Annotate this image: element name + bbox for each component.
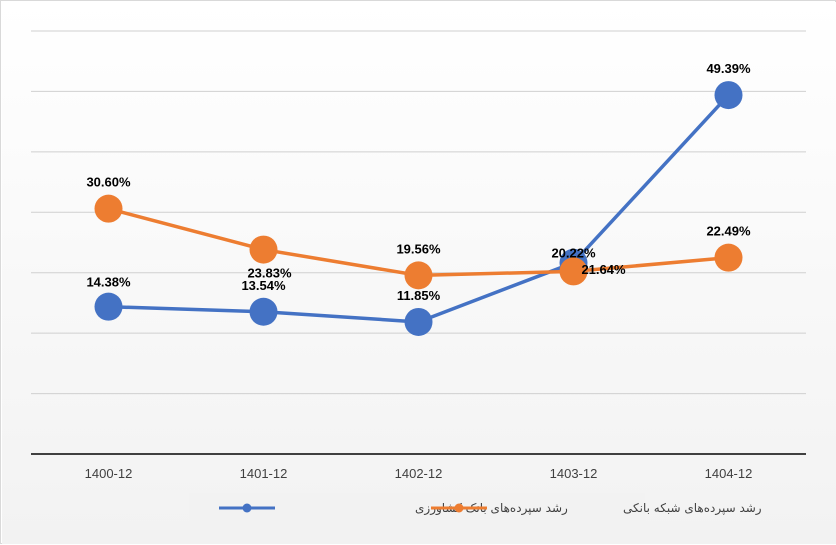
data-label: 22.49%: [706, 224, 751, 239]
data-point: [559, 257, 588, 286]
data-point: [714, 81, 743, 110]
data-label: 23.83%: [247, 266, 292, 281]
legend-swatch-marker: [454, 503, 464, 513]
data-label: 30.60%: [86, 175, 131, 190]
x-tick-label: 1401-12: [240, 466, 288, 481]
data-point: [404, 261, 433, 290]
x-tick-label: 1400-12: [85, 466, 133, 481]
data-label: 14.38%: [86, 275, 131, 290]
data-point: [94, 292, 123, 321]
data-label: 20.22%: [551, 245, 596, 260]
legend-label: رشد سپرده‌های شبکه بانکی: [623, 501, 762, 516]
data-label: 13.54%: [241, 278, 286, 293]
data-point: [249, 297, 278, 326]
data-label: 11.85%: [397, 288, 441, 303]
data-label: 19.56%: [396, 241, 441, 256]
legend-label: رشد سپرده‌های بانک کشاورزی: [415, 501, 568, 516]
data-label: 21.64%: [581, 262, 626, 277]
x-tick-label: 1403-12: [550, 466, 598, 481]
data-label: 49.39%: [706, 61, 751, 76]
x-tick-label: 1402-12: [395, 466, 443, 481]
data-point: [94, 194, 123, 223]
x-tick-label: 1404-12: [705, 466, 753, 481]
data-point: [249, 235, 278, 264]
data-point: [404, 307, 433, 336]
legend-swatch-marker: [242, 503, 252, 513]
data-point: [714, 243, 743, 272]
